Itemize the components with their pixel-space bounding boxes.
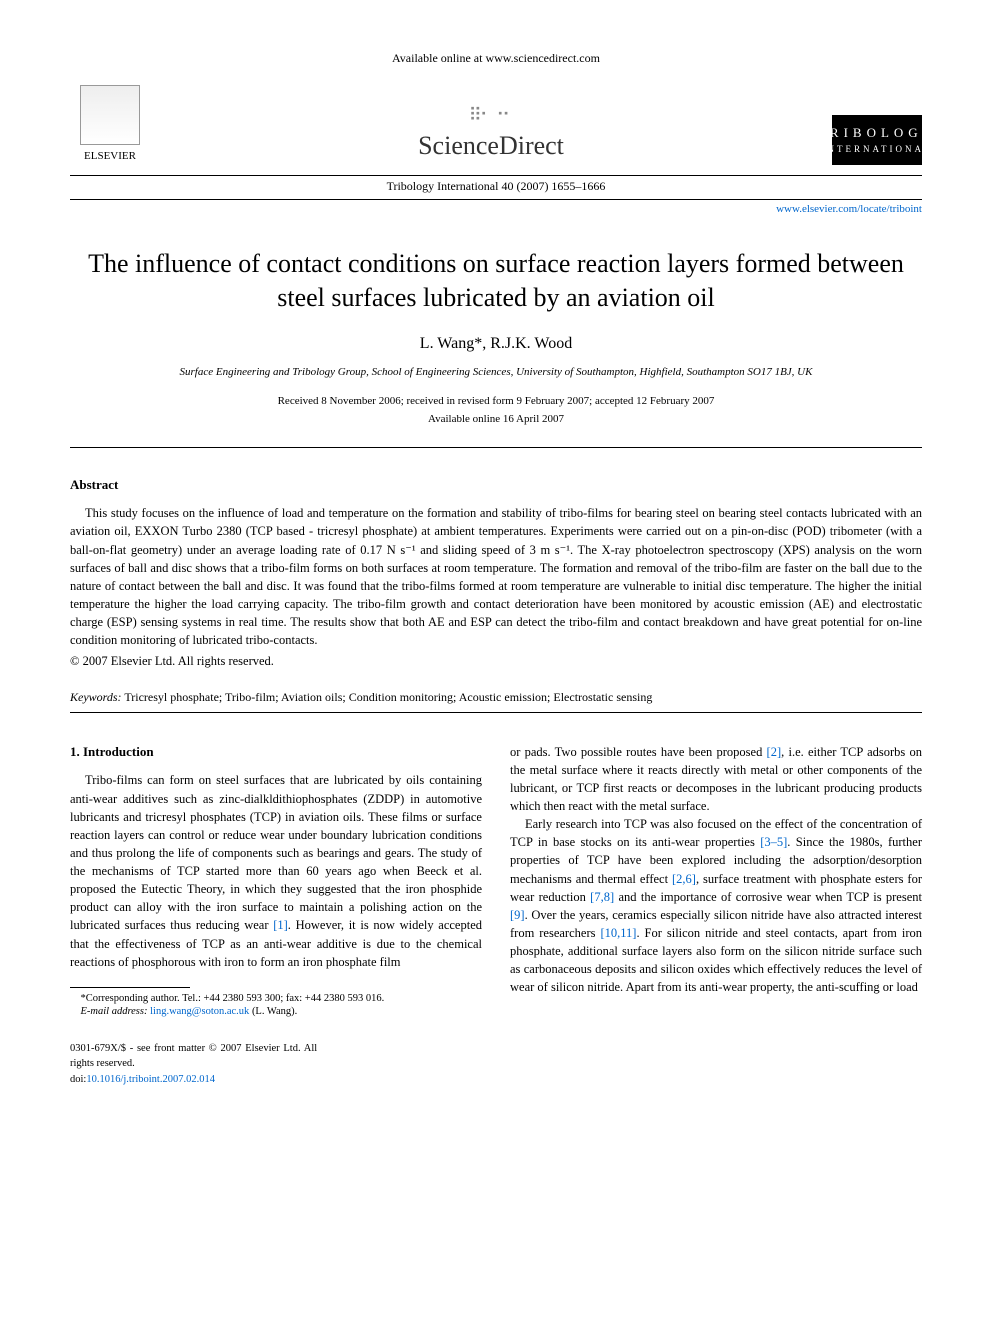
doi-link[interactable]: 10.1016/j.triboint.2007.02.014 — [86, 1074, 215, 1085]
email-footnote: E-mail address: ling.wang@soton.ac.uk (L… — [70, 1005, 482, 1019]
front-matter-line: 0301-679X/$ - see front matter © 2007 El… — [70, 1041, 317, 1071]
ref-link-10-11[interactable]: [10,11] — [600, 926, 636, 940]
journal-reference: Tribology International 40 (2007) 1655–1… — [70, 178, 922, 195]
elsevier-label: ELSEVIER — [84, 149, 136, 164]
ref-link-2[interactable]: [2] — [767, 745, 782, 759]
affiliation: Surface Engineering and Tribology Group,… — [70, 365, 922, 380]
column-left: 1. Introduction Tribo-films can form on … — [70, 743, 482, 1087]
keywords-text: Tricresyl phosphate; Tribo-film; Aviatio… — [124, 690, 652, 704]
footnote-rule — [70, 987, 190, 988]
ref-link-7-8[interactable]: [7,8] — [590, 890, 614, 904]
abstract-top-rule — [70, 447, 922, 448]
elsevier-logo: ELSEVIER — [70, 75, 150, 165]
elsevier-tree-icon — [80, 85, 140, 145]
available-online-text: Available online at www.sciencedirect.co… — [70, 50, 922, 67]
sd-dots-icon: ⠿⠂⠐⠂ — [150, 103, 832, 128]
abstract-heading: Abstract — [70, 476, 922, 494]
sd-name: ScienceDirect — [150, 128, 832, 164]
intro-paragraph-1: Tribo-films can form on steel surfaces t… — [70, 771, 482, 970]
journal-logo-bottom: INTERNATIONAL — [822, 143, 933, 156]
received-dates: Received 8 November 2006; received in re… — [70, 394, 922, 409]
journal-logo-top: TRIBOLOGY — [817, 124, 937, 142]
keywords-line: Keywords: Tricresyl phosphate; Tribo-fil… — [70, 689, 922, 706]
doi-line: doi:10.1016/j.triboint.2007.02.014 — [70, 1072, 317, 1087]
introduction-heading: 1. Introduction — [70, 743, 482, 762]
header-rule — [70, 175, 922, 176]
header-logos-row: ELSEVIER ⠿⠂⠐⠂ ScienceDirect TRIBOLOGY IN… — [70, 75, 922, 165]
article-title: The influence of contact conditions on s… — [70, 247, 922, 315]
abstract-text: This study focuses on the influence of l… — [70, 504, 922, 649]
corresponding-author-footnote: *Corresponding author. Tel.: +44 2380 59… — [70, 992, 482, 1006]
abstract-copyright: © 2007 Elsevier Ltd. All rights reserved… — [70, 653, 922, 671]
journal-url-link[interactable]: www.elsevier.com/locate/triboint — [70, 202, 922, 217]
column-right: or pads. Two possible routes have been p… — [510, 743, 922, 1087]
doi-block: 0301-679X/$ - see front matter © 2007 El… — [70, 1041, 482, 1087]
authors: L. Wang*, R.J.K. Wood — [70, 333, 922, 355]
page-container: Available online at www.sciencedirect.co… — [0, 0, 992, 1127]
intro-paragraph-1-cont: or pads. Two possible routes have been p… — [510, 743, 922, 816]
online-date: Available online 16 April 2007 — [70, 412, 922, 427]
intro-paragraph-2: Early research into TCP was also focused… — [510, 815, 922, 996]
ref-link-9[interactable]: [9] — [510, 908, 525, 922]
tribology-journal-logo: TRIBOLOGY INTERNATIONAL — [832, 115, 922, 165]
email-label: E-mail address: — [81, 1006, 148, 1017]
ref-link-2-6[interactable]: [2,6] — [672, 872, 696, 886]
keywords-label: Keywords: — [70, 690, 122, 704]
body-columns: 1. Introduction Tribo-films can form on … — [70, 743, 922, 1087]
sciencedirect-logo: ⠿⠂⠐⠂ ScienceDirect — [150, 103, 832, 165]
keywords-rule — [70, 712, 922, 713]
author-email-link[interactable]: ling.wang@soton.ac.uk — [150, 1006, 249, 1017]
ref-link-1[interactable]: [1] — [273, 918, 288, 932]
header-rule-2 — [70, 199, 922, 200]
ref-link-3-5[interactable]: [3–5] — [760, 835, 787, 849]
